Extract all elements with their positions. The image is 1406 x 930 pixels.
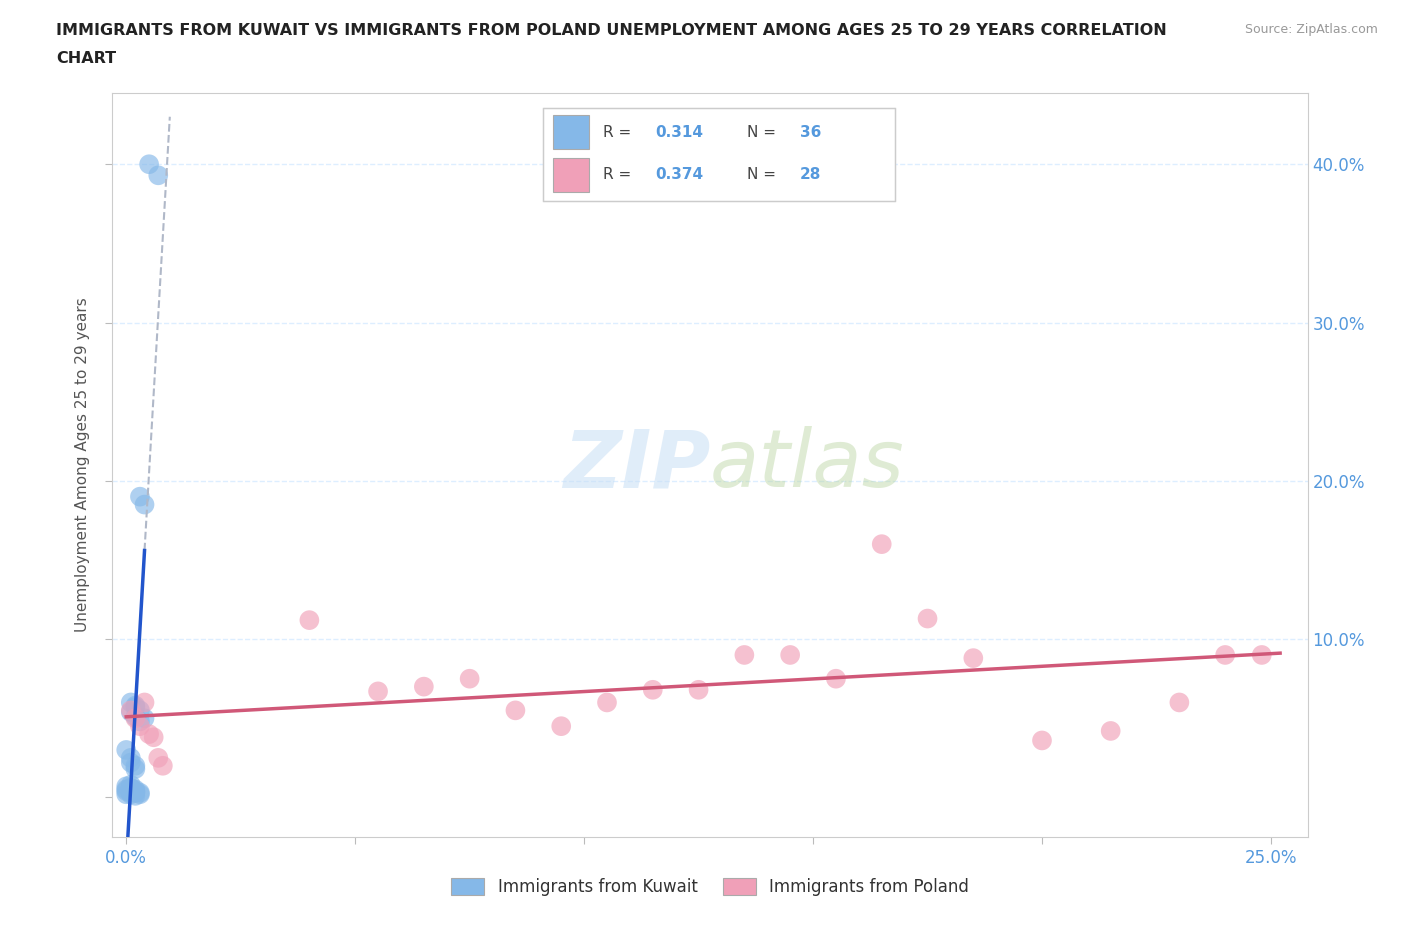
Point — [412, 679, 434, 694]
Point — [134, 498, 156, 512]
Point — [129, 489, 152, 504]
Point — [1168, 695, 1191, 710]
Point — [124, 710, 146, 724]
Point — [115, 779, 138, 794]
Legend: Immigrants from Kuwait, Immigrants from Poland: Immigrants from Kuwait, Immigrants from … — [444, 871, 976, 903]
Point — [120, 782, 142, 797]
Point — [505, 703, 527, 718]
Text: atlas: atlas — [710, 426, 905, 504]
Point — [148, 168, 170, 183]
Point — [688, 683, 710, 698]
Point — [120, 705, 142, 720]
Point — [115, 784, 138, 799]
Y-axis label: Unemployment Among Ages 25 to 29 years: Unemployment Among Ages 25 to 29 years — [75, 298, 90, 632]
Point — [129, 787, 152, 802]
Point — [1099, 724, 1122, 738]
Point — [124, 782, 146, 797]
Point — [124, 762, 146, 777]
Text: IMMIGRANTS FROM KUWAIT VS IMMIGRANTS FROM POLAND UNEMPLOYMENT AMONG AGES 25 TO 2: IMMIGRANTS FROM KUWAIT VS IMMIGRANTS FRO… — [56, 23, 1167, 38]
Point — [1213, 647, 1236, 662]
Point — [779, 647, 801, 662]
Point — [120, 751, 142, 765]
Point — [1031, 733, 1053, 748]
Point — [115, 787, 138, 802]
Point — [129, 785, 152, 800]
Point — [129, 714, 152, 729]
Point — [120, 782, 142, 797]
Point — [870, 537, 893, 551]
Point — [124, 758, 146, 773]
Text: Source: ZipAtlas.com: Source: ZipAtlas.com — [1244, 23, 1378, 36]
Point — [124, 784, 146, 799]
Point — [124, 785, 146, 800]
Point — [129, 703, 152, 718]
Point — [120, 780, 142, 795]
Point — [129, 719, 152, 734]
Point — [152, 758, 174, 773]
Point — [733, 647, 755, 662]
Point — [298, 613, 321, 628]
Point — [962, 651, 984, 666]
Text: CHART: CHART — [56, 51, 117, 66]
Point — [115, 742, 138, 757]
Point — [550, 719, 572, 734]
Point — [120, 785, 142, 800]
Point — [115, 782, 138, 797]
Point — [120, 780, 142, 795]
Text: ZIP: ZIP — [562, 426, 710, 504]
Point — [134, 695, 156, 710]
Point — [124, 785, 146, 800]
Point — [120, 787, 142, 802]
Point — [124, 711, 146, 725]
Point — [142, 730, 165, 745]
Point — [120, 777, 142, 792]
Point — [124, 789, 146, 804]
Point — [458, 671, 481, 686]
Point — [134, 711, 156, 725]
Point — [120, 695, 142, 710]
Point — [138, 157, 160, 172]
Point — [120, 703, 142, 718]
Point — [138, 726, 160, 741]
Point — [367, 684, 389, 698]
Point — [120, 784, 142, 799]
Point — [124, 698, 146, 713]
Point — [917, 611, 939, 626]
Point — [124, 699, 146, 714]
Point — [641, 683, 664, 698]
Point — [148, 751, 170, 765]
Point — [120, 755, 142, 770]
Point — [825, 671, 848, 686]
Point — [1250, 647, 1272, 662]
Point — [596, 695, 619, 710]
